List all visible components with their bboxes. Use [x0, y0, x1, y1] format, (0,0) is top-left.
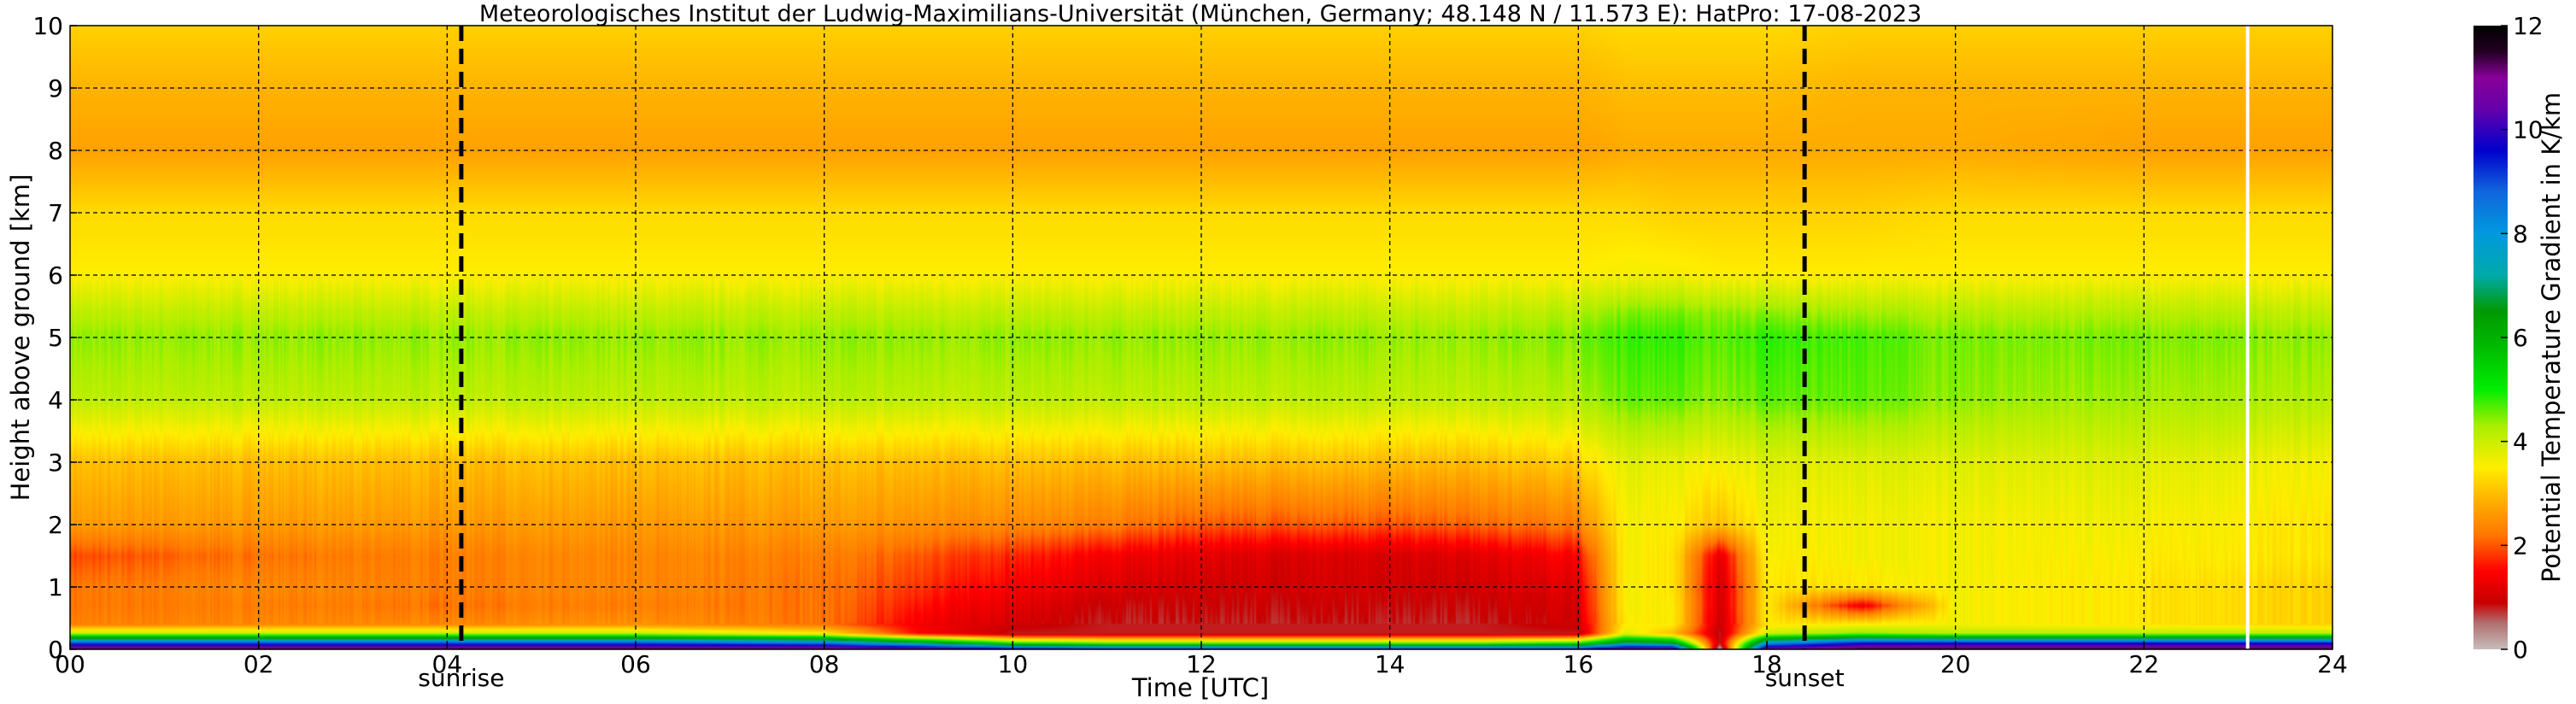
y-tick-label: 8 [48, 137, 63, 165]
colorbar-tick-label: 4 [2513, 428, 2528, 456]
x-tick-label: 06 [620, 650, 651, 678]
x-tick-label: 18 [1752, 650, 1782, 678]
x-tick-label: 08 [809, 650, 840, 678]
x-axis-ticks: 00 02 04 06 08 10 12 14 16 18 20 22 24 [55, 642, 2348, 678]
y-axis-ticks: 0 1 2 3 4 5 6 7 8 9 10 [32, 12, 77, 664]
y-tick-label: 1 [48, 573, 63, 601]
x-axis-label: Time [UTC] [1131, 673, 1269, 702]
x-tick-label: 14 [1375, 650, 1405, 678]
colorbar-tick-label: 10 [2513, 116, 2544, 144]
x-tick-label: 16 [1564, 650, 1594, 678]
x-tick-label: 04 [432, 650, 463, 678]
y-tick-label: 6 [48, 261, 63, 290]
y-tick-label: 0 [48, 636, 63, 664]
grid-lines [70, 26, 2332, 649]
x-tick-label: 24 [2317, 650, 2348, 678]
y-tick-label: 5 [48, 324, 63, 352]
x-tick-label: 20 [1940, 650, 1971, 678]
y-tick-label: 2 [48, 511, 63, 539]
y-tick-label: 4 [48, 386, 63, 414]
y-tick-label: 7 [48, 199, 63, 227]
sunset-label: sunset [1765, 664, 1845, 692]
chart-title: Meteorologisches Institut der Ludwig-Max… [479, 1, 1922, 27]
x-tick-label: 02 [244, 650, 274, 678]
y-tick-label: 3 [48, 449, 63, 477]
event-lines [459, 26, 1807, 649]
colorbar-tick-label: 2 [2513, 531, 2528, 560]
y-axis-label: Height above ground [km] [6, 174, 35, 502]
colorbar-ticks: 0 2 4 6 8 10 12 [2501, 12, 2544, 664]
colorbar-label: Potential Temperature Gradient in K/km [2537, 92, 2566, 583]
y-tick-label: 9 [48, 74, 63, 103]
x-tick-label: 00 [55, 650, 85, 678]
y-tick-label: 10 [32, 12, 63, 40]
event-labels: sunrise sunset [418, 664, 1844, 692]
x-tick-label: 12 [1186, 650, 1217, 678]
colorbar-tick-label: 0 [2513, 636, 2528, 664]
colorbar-tick-label: 12 [2513, 12, 2544, 40]
sunrise-label: sunrise [418, 664, 504, 692]
colorbar-tick-label: 6 [2513, 324, 2528, 352]
colorbar: 0 2 4 6 8 10 12 Potential Temperature Gradient… [2473, 12, 2566, 664]
plot-area: 00 02 04 06 08 10 12 14 16 18 20 22 24 012345678910 … [32, 12, 2347, 692]
x-tick-label: 10 [998, 650, 1029, 678]
x-tick-label: 22 [2129, 650, 2160, 678]
colorbar-tick-label: 8 [2513, 220, 2528, 248]
